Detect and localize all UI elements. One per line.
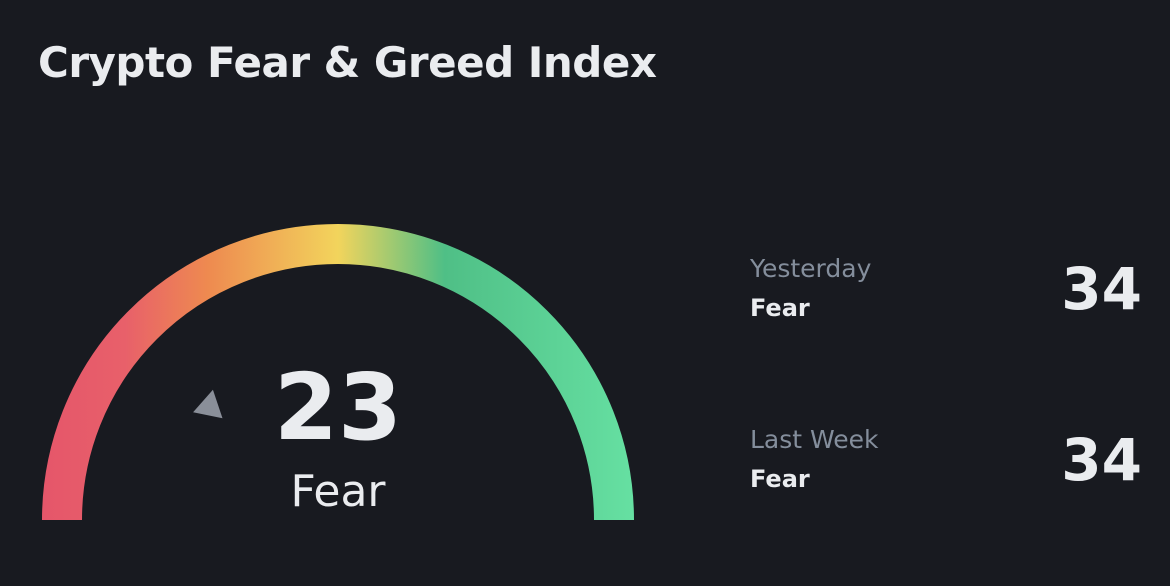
fear-greed-gauge [0, 180, 680, 540]
history-sentiment: Fear [750, 294, 810, 322]
history-last-week: Last Week Fear 34 [750, 425, 1142, 497]
gauge-arc [42, 224, 634, 521]
page-title: Crypto Fear & Greed Index [38, 38, 657, 87]
history-period-label: Yesterday [750, 254, 872, 283]
index-value: 23 [273, 354, 403, 461]
history-sentiment: Fear [750, 465, 810, 493]
index-sentiment: Fear [290, 466, 386, 517]
history-value: 34 [1061, 255, 1142, 323]
history-value: 34 [1061, 426, 1142, 494]
history-yesterday: Yesterday Fear 34 [750, 254, 1142, 326]
history-period-label: Last Week [750, 425, 879, 454]
gauge-pointer-icon [193, 389, 223, 419]
